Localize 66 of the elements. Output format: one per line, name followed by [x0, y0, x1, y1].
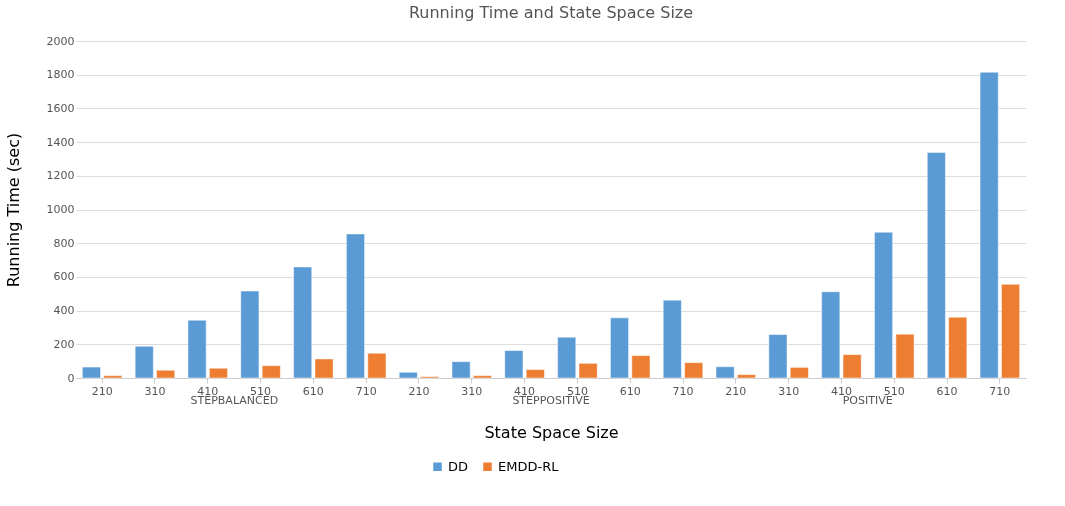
- x-tick-label: 210: [725, 384, 747, 398]
- bar: [631, 355, 651, 379]
- bar: [715, 366, 735, 379]
- bar: [82, 366, 101, 379]
- y-tick-label: 1400: [46, 135, 75, 149]
- y-tick-label: 800: [53, 236, 75, 250]
- bar: [314, 358, 334, 379]
- text: STEPBALANCED: [190, 394, 279, 407]
- bar: [504, 350, 524, 379]
- chart-title: Running Time and State Space Size: [408, 3, 694, 22]
- bar: [662, 299, 682, 379]
- bar: [610, 317, 629, 379]
- text: STEPPOSITIVE: [512, 394, 590, 407]
- bar: [557, 336, 577, 379]
- bar: [398, 372, 418, 379]
- x-tick-label: 610: [936, 384, 958, 398]
- bar: [842, 354, 862, 379]
- bar: [578, 363, 598, 379]
- bar: [261, 365, 281, 379]
- bar: [240, 290, 260, 379]
- y-tick-label: 1000: [46, 203, 75, 216]
- bar: [768, 334, 788, 379]
- bar: [451, 361, 471, 379]
- bar: [209, 367, 228, 379]
- bar: [525, 369, 545, 379]
- bar: [346, 233, 365, 379]
- x-tick-label: 710: [355, 384, 377, 398]
- y-tick-label: 2000: [46, 34, 75, 48]
- x-tick-label: 310: [778, 384, 800, 398]
- bar: [293, 266, 313, 379]
- bar: [1001, 284, 1020, 379]
- bar: [874, 232, 893, 379]
- bar: [367, 352, 387, 379]
- bar: [134, 346, 154, 379]
- bar: [948, 316, 968, 379]
- bar: [187, 319, 207, 379]
- bar: [737, 374, 756, 379]
- y-tick-label: 1600: [46, 101, 75, 115]
- x-axis-title: State Space Size: [484, 422, 619, 442]
- bar: [821, 291, 841, 379]
- text: POSITIVE: [842, 394, 893, 407]
- y-tick-label: 1200: [46, 169, 75, 183]
- y-tick-label: 0: [67, 371, 75, 385]
- y-tick-label: 600: [53, 270, 75, 284]
- x-tick-label: 610: [302, 384, 324, 398]
- legend-label: EMDD-RL: [498, 458, 560, 474]
- bar: [156, 370, 175, 379]
- x-tick-label: 710: [989, 384, 1011, 398]
- y-axis-title: Running Time (sec): [3, 132, 23, 288]
- bar: [684, 362, 704, 379]
- bar: [979, 71, 999, 379]
- x-tick-label: 610: [619, 384, 641, 398]
- bar: [927, 152, 946, 379]
- legend-label: DD: [448, 458, 469, 474]
- y-tick-label: 400: [53, 304, 75, 318]
- bar: [789, 367, 809, 379]
- x-tick-label: 210: [408, 384, 430, 398]
- bar: [473, 375, 492, 379]
- bar: [103, 375, 123, 379]
- y-tick-label: 1800: [46, 68, 75, 82]
- x-tick-label: 310: [461, 384, 483, 398]
- y-tick-label: 200: [53, 337, 75, 351]
- bar: [895, 333, 915, 379]
- x-tick-label: 710: [672, 384, 694, 398]
- x-tick-label: 310: [144, 384, 166, 398]
- x-tick-label: 210: [91, 384, 113, 398]
